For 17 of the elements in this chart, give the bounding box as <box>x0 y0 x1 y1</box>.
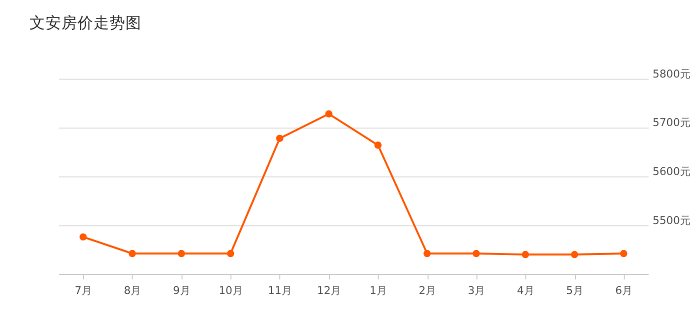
y-tick-label: 5500元 <box>652 214 691 227</box>
x-tick-label: 12月 <box>317 284 342 298</box>
x-tick-label: 1月 <box>370 284 388 298</box>
x-tick-label: 8月 <box>124 284 142 298</box>
y-tick-label: 5600元 <box>652 164 691 178</box>
x-tick-label: 6月 <box>615 284 634 298</box>
x-tick-label: 5月 <box>566 284 584 298</box>
x-tick-label: 10月 <box>218 284 244 298</box>
chart-title: 文安房价走势图 <box>29 14 142 32</box>
y-tick-label: 5800元 <box>652 67 691 80</box>
x-tick-label: 7月 <box>74 284 93 298</box>
x-tick-label: 2月 <box>418 284 437 298</box>
x-tick-label: 4月 <box>516 284 535 298</box>
x-tick-label: 9月 <box>173 284 191 298</box>
x-tick-label: 3月 <box>468 284 486 298</box>
y-tick-label: 5700元 <box>652 116 691 130</box>
x-tick-label: 11月 <box>268 284 293 298</box>
